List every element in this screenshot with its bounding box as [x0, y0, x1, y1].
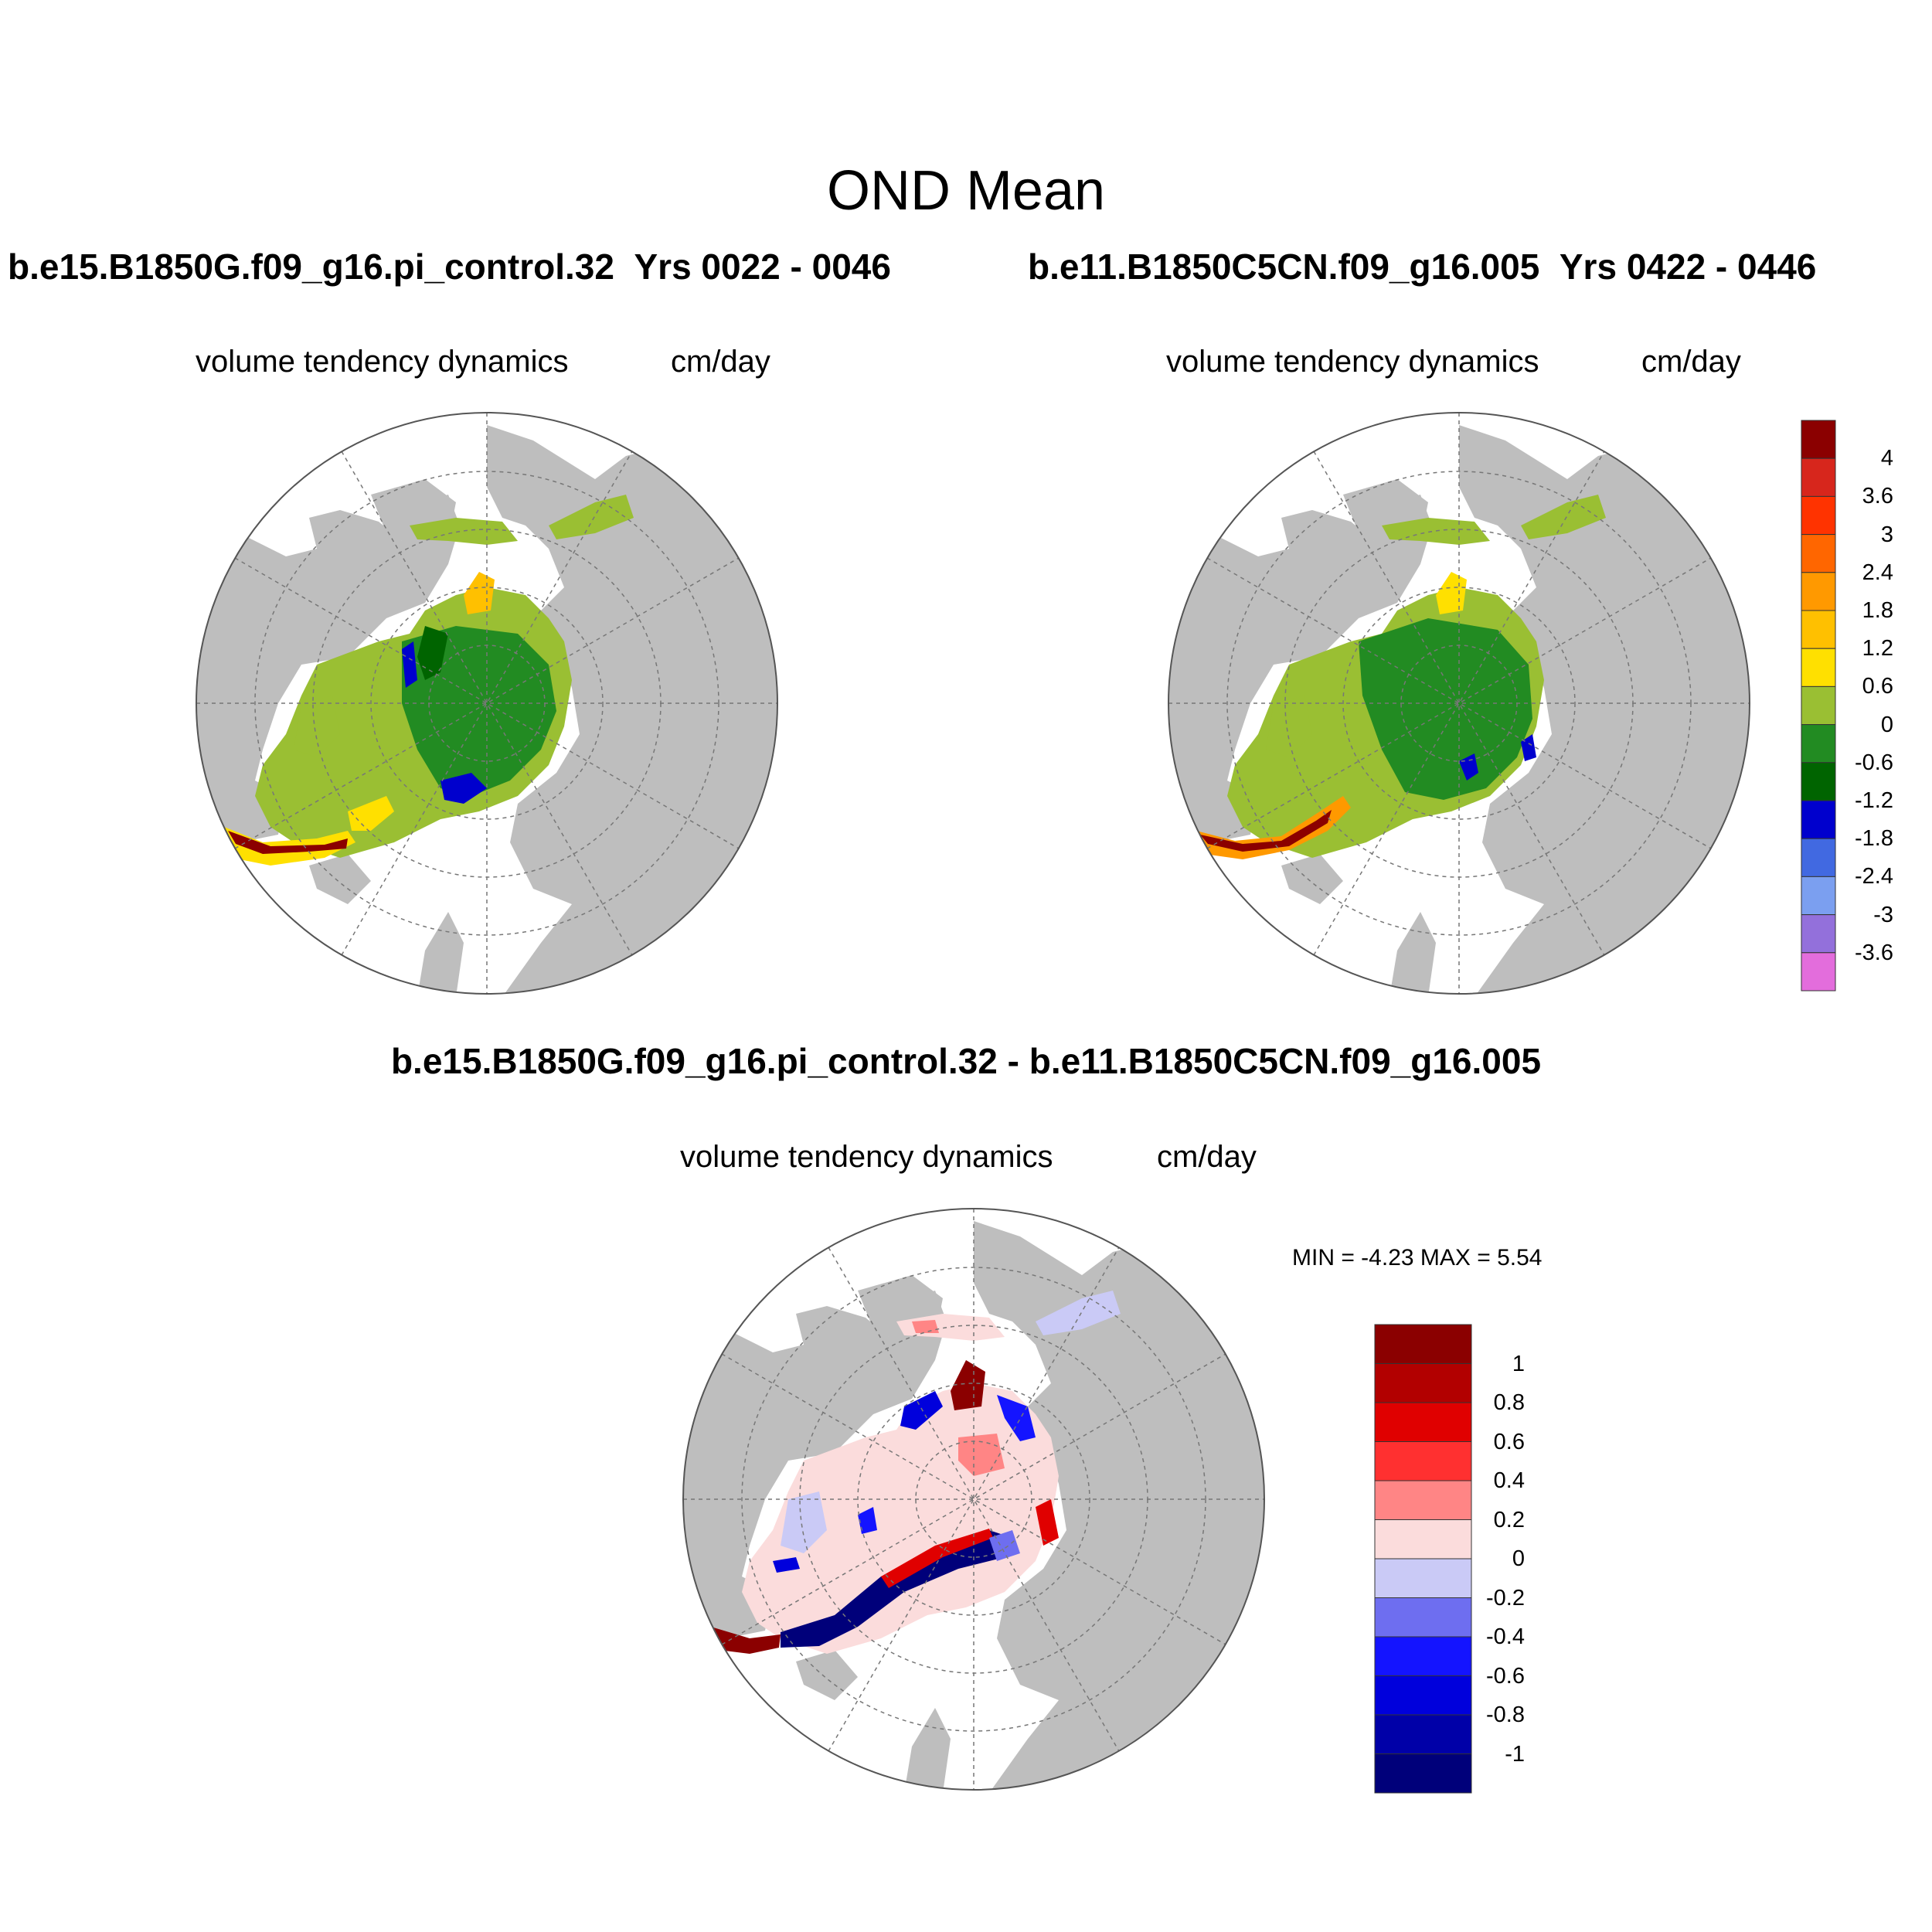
- difference-field: [711, 1291, 1121, 1654]
- panel-3-case-title: b.e15.B1850G.f09_g16.pi_control.32 - b.e…: [390, 1041, 1542, 1081]
- colorbar-main-swatch: [1801, 838, 1836, 877]
- colorbar-main-swatch: [1801, 495, 1836, 536]
- map-boundary: [196, 412, 778, 995]
- colorbar-difference-swatch: [1374, 1636, 1472, 1676]
- graticule: [683, 1209, 1264, 1790]
- map-boundary: [1168, 412, 1750, 995]
- colorbar-main-swatch: [1801, 534, 1836, 573]
- colorbar-main-tick-label: 0: [1880, 712, 1893, 737]
- colorbar-main-tick-label: 3.6: [1862, 484, 1893, 509]
- graticule: [196, 413, 777, 994]
- land-masses: [1168, 425, 1750, 994]
- colorbar-difference-swatch: [1374, 1441, 1472, 1481]
- min-max-label: MIN = -4.23 MAX = 5.54: [1292, 1245, 1543, 1270]
- colorbar-difference-tick-label: 0.4: [1493, 1468, 1525, 1493]
- colorbar-main-swatch: [1801, 724, 1836, 764]
- panel-2-variable: volume tendency dynamics: [1166, 345, 1539, 379]
- colorbar-difference-swatch: [1374, 1519, 1472, 1560]
- land-masses: [683, 1221, 1264, 1790]
- colorbar-difference-tick-label: 0: [1512, 1546, 1525, 1571]
- colorbar-main: [1801, 420, 1836, 992]
- panel-2-case: b.e11.B1850C5CN.f09_g16.005: [1028, 247, 1540, 287]
- colorbar-difference-swatch: [1374, 1480, 1472, 1520]
- colorbar-main-swatch: [1801, 800, 1836, 839]
- colorbar-difference-swatch: [1374, 1675, 1472, 1716]
- colorbar-main-tick-label: -3: [1873, 902, 1893, 927]
- panel-1-case-title: b.e15.B1850G.f09_g16.pi_control.32 Yrs 0…: [8, 245, 891, 288]
- colorbar-difference-tick-label: 1: [1512, 1351, 1525, 1376]
- colorbar-difference-tick-label: -0.6: [1486, 1663, 1525, 1689]
- colorbar-difference-swatch: [1374, 1753, 1472, 1794]
- colorbar-difference-swatch: [1374, 1324, 1472, 1364]
- colorbar-difference-swatch: [1374, 1402, 1472, 1442]
- panel-1-units: cm/day: [671, 345, 770, 379]
- colorbar-difference-swatch: [1374, 1597, 1472, 1638]
- panel-2-units: cm/day: [1641, 345, 1741, 379]
- colorbar-main-tick-label: 1.2: [1862, 636, 1893, 662]
- colorbar-main-tick-label: 4: [1880, 446, 1893, 471]
- panel-2-case-title: b.e11.B1850C5CN.f09_g16.005 Yrs 0422 - 0…: [1028, 245, 1816, 288]
- panel-1-variable: volume tendency dynamics: [196, 345, 569, 379]
- colorbar-main-tick-label: -3.6: [1855, 940, 1893, 965]
- colorbar-difference-tick-label: -0.4: [1486, 1624, 1525, 1649]
- polar-map-panel-1: [196, 412, 778, 995]
- colorbar-main-swatch: [1801, 685, 1836, 726]
- colorbar-main-tick-label: -1.8: [1855, 826, 1893, 852]
- colorbar-main-tick-label: -0.6: [1855, 750, 1893, 775]
- colorbar-difference-tick-label: 0.8: [1493, 1390, 1525, 1415]
- colorbar-main-swatch: [1801, 457, 1836, 497]
- colorbar-main-tick-label: 1.8: [1862, 598, 1893, 623]
- colorbar-difference-tick-label: 0.2: [1493, 1507, 1525, 1532]
- colorbar-main-swatch: [1801, 876, 1836, 916]
- colorbar-main-swatch: [1801, 572, 1836, 611]
- map-boundary: [682, 1208, 1265, 1791]
- colorbar-difference-tick-label: -1: [1505, 1741, 1525, 1767]
- panel-1-years: Yrs 0022 - 0046: [634, 247, 891, 287]
- colorbar-main-swatch: [1801, 648, 1836, 687]
- colorbar-main-swatch: [1801, 420, 1836, 459]
- graticule: [1168, 413, 1750, 994]
- panel-3-variable: volume tendency dynamics: [680, 1140, 1053, 1174]
- colorbar-main-swatch: [1801, 762, 1836, 801]
- colorbar-difference-tick-label: -0.2: [1486, 1585, 1525, 1611]
- colorbar-main-swatch: [1801, 952, 1836, 992]
- colorbar-main-tick-label: 2.4: [1862, 560, 1893, 585]
- colorbar-main-tick-label: 3: [1880, 522, 1893, 547]
- colorbar-main-swatch: [1801, 914, 1836, 954]
- panel-1-case: b.e15.B1850G.f09_g16.pi_control.32: [8, 247, 614, 287]
- panel-3-units: cm/day: [1157, 1140, 1257, 1174]
- colorbar-difference-swatch: [1374, 1363, 1472, 1403]
- colorbar-difference-tick-label: -0.8: [1486, 1702, 1525, 1727]
- colorbar-main-swatch: [1801, 610, 1836, 649]
- land-masses: [196, 425, 777, 994]
- colorbar-main-tick-label: 0.6: [1862, 674, 1893, 699]
- colorbar-difference-swatch: [1374, 1558, 1472, 1598]
- polar-map-panel-3-difference: [682, 1208, 1265, 1791]
- colorbar-main-tick-label: -2.4: [1855, 864, 1893, 889]
- panel-2-years: Yrs 0422 - 0446: [1559, 247, 1817, 287]
- polar-map-panel-2: [1168, 412, 1750, 995]
- colorbar-difference-tick-label: 0.6: [1493, 1429, 1525, 1454]
- figure-title: OND Mean: [826, 160, 1106, 222]
- sea-ice-field: [224, 495, 634, 866]
- colorbar-difference: [1374, 1324, 1472, 1794]
- colorbar-difference-swatch: [1374, 1714, 1472, 1754]
- colorbar-main-tick-label: -1.2: [1855, 788, 1893, 813]
